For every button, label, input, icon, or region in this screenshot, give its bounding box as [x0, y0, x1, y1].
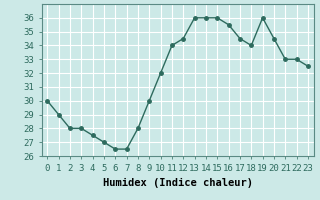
X-axis label: Humidex (Indice chaleur): Humidex (Indice chaleur)	[103, 178, 252, 188]
